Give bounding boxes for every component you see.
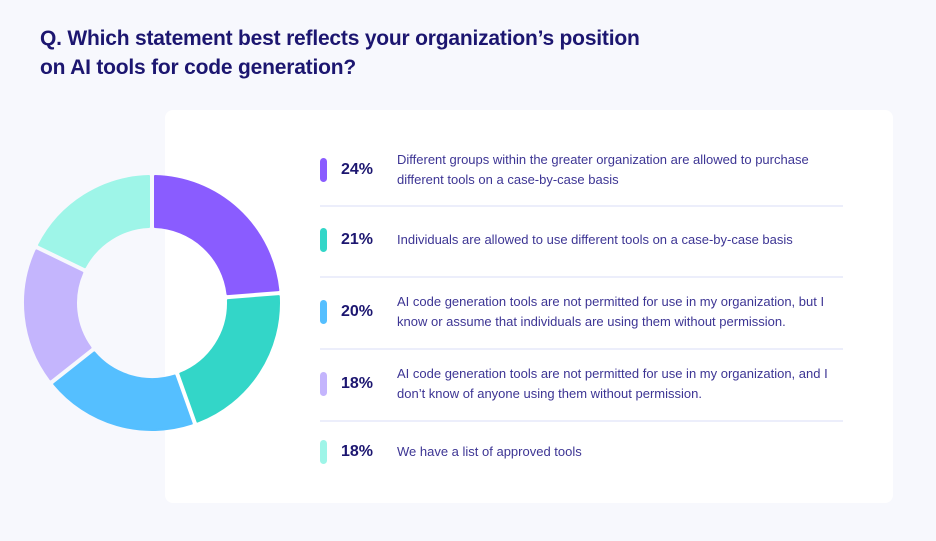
legend-label: We have a list of approved tools (397, 444, 582, 459)
legend-label: AI code generation tools are not permitt… (397, 366, 828, 401)
legend-divider (320, 276, 843, 278)
legend-color-marker (320, 228, 327, 252)
donut-slice-2 (179, 295, 280, 423)
legend-item: 24% Different groups within the greater … (320, 150, 843, 190)
legend-item: 20% AI code generation tools are not per… (320, 292, 843, 332)
legend-percent: 24% (341, 161, 374, 178)
legend-divider (320, 420, 843, 422)
legend-label: Different groups within the greater orga… (397, 152, 809, 187)
question-title: Q. Which statement best reflects your or… (40, 27, 640, 79)
legend-card (165, 110, 893, 503)
legend-percent: 18% (341, 443, 374, 460)
legend-label: Individuals are allowed to use different… (397, 232, 793, 247)
legend-label: AI code generation tools are not permitt… (397, 294, 825, 329)
donut-slice-4 (24, 249, 92, 381)
legend-percent: 20% (341, 303, 374, 320)
legend-color-marker (320, 372, 327, 396)
legend-color-marker (320, 300, 327, 324)
legend-color-marker (320, 440, 327, 464)
donut-slice-5 (38, 175, 151, 269)
donut-chart (24, 175, 280, 431)
legend-divider (320, 205, 843, 207)
donut-slice-1 (153, 175, 280, 296)
legend-color-marker (320, 158, 327, 182)
legend-percent: 21% (341, 231, 374, 248)
legend-divider (320, 348, 843, 350)
legend-percent: 18% (341, 375, 374, 392)
donut-slice-3 (53, 351, 193, 431)
legend-item: 18% AI code generation tools are not per… (320, 364, 843, 404)
legend-item: 21% Individuals are allowed to use diffe… (320, 220, 843, 260)
legend-item: 18% We have a list of approved tools (320, 432, 843, 472)
